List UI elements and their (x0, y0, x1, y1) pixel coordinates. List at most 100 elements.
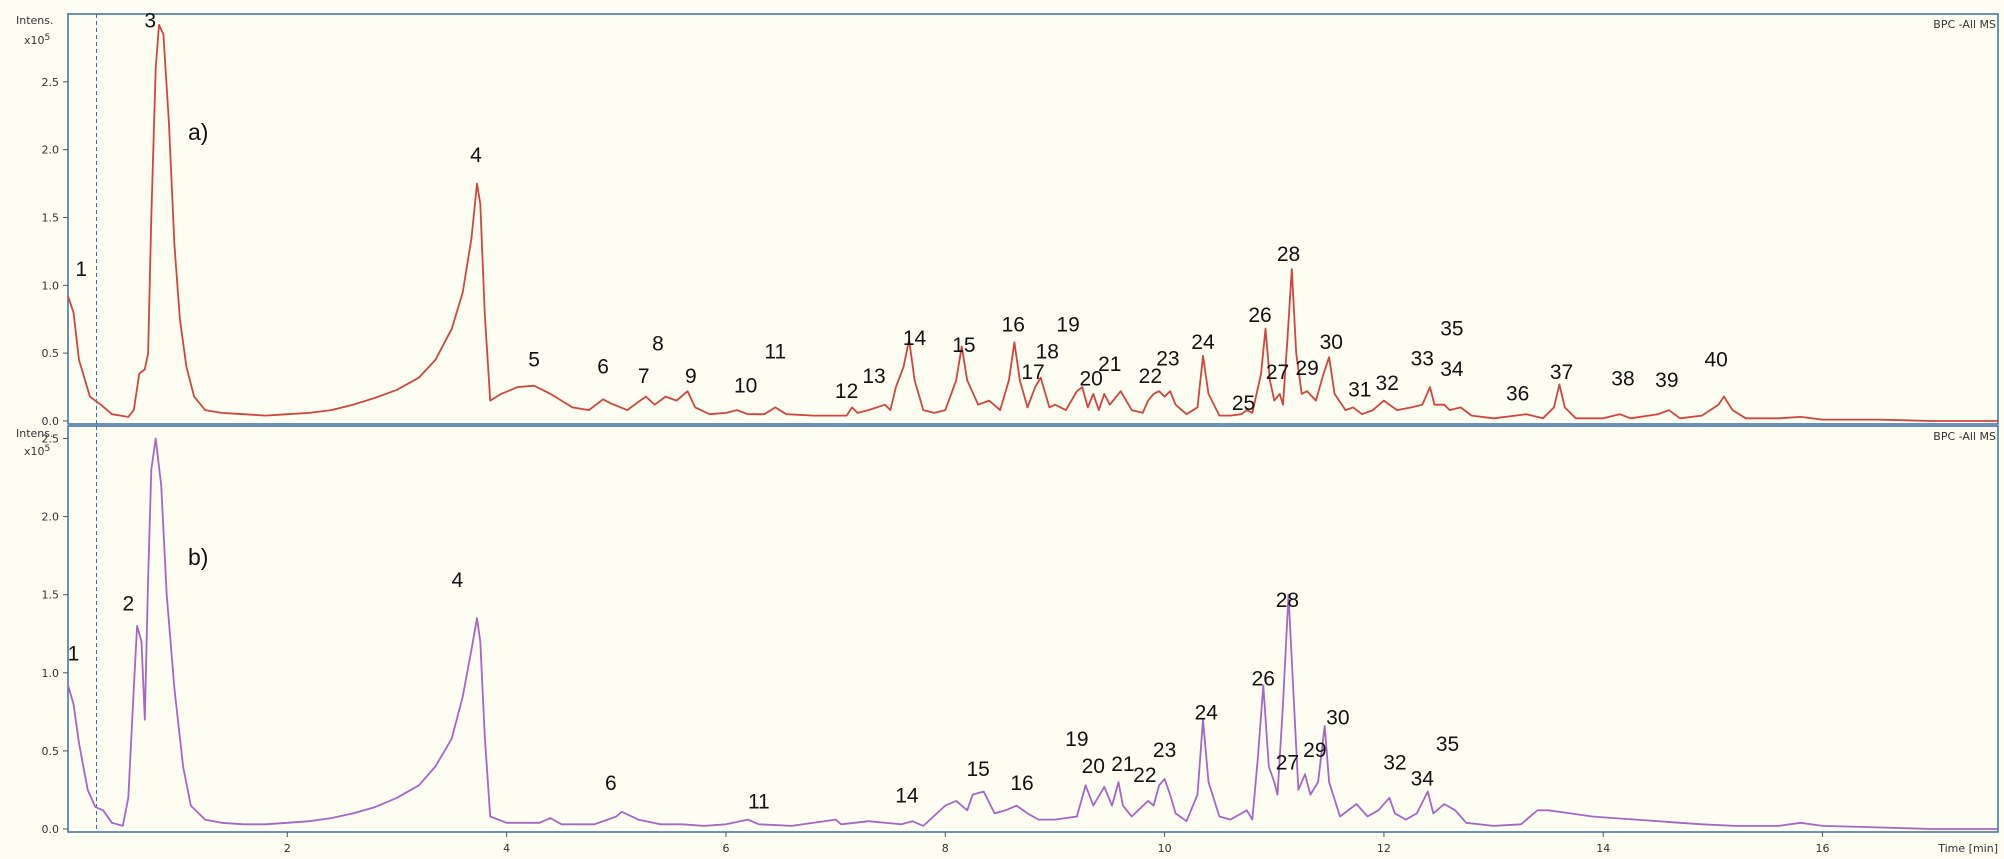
peak-label-11: 11 (748, 791, 770, 814)
peak-label-7: 7 (638, 365, 650, 388)
peak-label-19: 19 (1065, 728, 1088, 751)
peak-label-17: 17 (1021, 361, 1044, 384)
peak-label-15: 15 (966, 758, 989, 781)
peak-label-37: 37 (1550, 361, 1573, 384)
peak-label-11: 11 (764, 341, 786, 364)
peak-label-23: 23 (1153, 739, 1176, 762)
peak-label-4: 4 (451, 569, 463, 592)
panel-b-y-multiplier: x105 (24, 444, 50, 458)
peak-label-6: 6 (605, 772, 617, 795)
panel-b-xtick-label: 12 (1377, 842, 1391, 855)
peak-label-14: 14 (895, 784, 919, 807)
panel-a-y-multiplier-exp: 5 (45, 33, 51, 43)
peak-label-40: 40 (1704, 349, 1727, 372)
peak-label-32: 32 (1376, 372, 1399, 395)
peak-label-6: 6 (597, 356, 609, 379)
peak-label-2: 2 (122, 592, 134, 615)
peak-label-1: 1 (68, 642, 80, 665)
panel-a-ylabel: Intens. (16, 14, 54, 27)
panel-a-title: BPC -All MS (1933, 18, 1996, 31)
peak-label-30: 30 (1320, 331, 1343, 354)
peak-label-27: 27 (1276, 752, 1299, 775)
panel-b-xtick-label: 14 (1596, 842, 1610, 855)
peak-label-30: 30 (1326, 706, 1349, 729)
peak-label-31: 31 (1348, 379, 1371, 402)
peak-label-8: 8 (652, 332, 664, 355)
chart-panel-a: Intens. x105 BPC -All MS a) 0.00.51.01.5… (16, 10, 1999, 428)
peak-label-32: 32 (1383, 752, 1406, 775)
panel-b-ytick-label: 1.5 (42, 589, 60, 602)
panel-b-xtick-label: 8 (942, 842, 949, 855)
peak-label-4: 4 (470, 144, 482, 167)
panel-b-ytick-label: 2.5 (42, 432, 60, 445)
peak-label-35: 35 (1440, 318, 1463, 341)
panel-a-ytick-label: 2.0 (42, 144, 60, 157)
peak-label-38: 38 (1611, 368, 1634, 391)
peak-label-24: 24 (1191, 331, 1215, 354)
panel-b-xtick-label: 2 (284, 842, 291, 855)
panel-b-ylabel: Intens. (16, 427, 54, 440)
peak-label-26: 26 (1252, 667, 1275, 690)
panel-b-ytick-label: 1.0 (42, 667, 60, 680)
peak-label-25: 25 (1232, 392, 1255, 415)
panel-b-ytick-label: 0.5 (42, 745, 60, 758)
peak-label-23: 23 (1156, 347, 1179, 370)
peak-label-10: 10 (734, 375, 757, 398)
peak-label-20: 20 (1082, 755, 1105, 778)
peak-label-36: 36 (1506, 383, 1529, 406)
panel-a-ytick-label: 0.5 (42, 347, 60, 360)
panel-a-ytick-label: 2.5 (42, 76, 60, 89)
peak-label-33: 33 (1411, 347, 1434, 370)
peak-label-26: 26 (1248, 304, 1271, 327)
panel-b-ytick-label: 2.0 (42, 511, 60, 524)
peak-label-24: 24 (1195, 702, 1219, 725)
panel-b-y-multiplier-base: x10 (24, 445, 45, 458)
panel-b-ytick-label: 0.0 (42, 823, 60, 836)
peak-label-21: 21 (1111, 753, 1134, 776)
peak-label-27: 27 (1266, 361, 1289, 384)
peak-label-19: 19 (1056, 313, 1079, 336)
panel-b-frame (67, 425, 1999, 833)
panel-b-xtick-label: 10 (1158, 842, 1172, 855)
peak-label-34: 34 (1440, 358, 1464, 381)
panel-a-trace (67, 24, 1998, 422)
chart-panel-b: Intens. x105 BPC -All MS b) Time [min] 0… (16, 425, 1999, 855)
panel-a-y-multiplier-base: x10 (24, 34, 45, 47)
peak-label-5: 5 (528, 349, 540, 372)
peak-label-3: 3 (144, 10, 156, 33)
peak-label-16: 16 (1002, 313, 1025, 336)
panel-b-trace (67, 437, 1998, 830)
peak-label-29: 29 (1303, 739, 1326, 762)
peak-label-9: 9 (685, 365, 697, 388)
panel-a-label: a) (188, 119, 208, 145)
panel-b-xtick-label: 4 (503, 842, 510, 855)
peak-label-21: 21 (1098, 353, 1121, 376)
panel-b-xtick-label: 16 (1816, 842, 1830, 855)
peak-label-16: 16 (1010, 772, 1033, 795)
peak-label-15: 15 (952, 334, 975, 357)
peak-label-35: 35 (1436, 733, 1459, 756)
peak-label-20: 20 (1079, 368, 1102, 391)
x-axis-label: Time [min] (1937, 842, 1998, 855)
panel-b-title: BPC -All MS (1933, 430, 1996, 443)
peak-label-22: 22 (1133, 764, 1156, 787)
peak-label-1: 1 (75, 258, 87, 281)
peak-label-14: 14 (903, 327, 927, 350)
panel-a-y-multiplier: x105 (24, 33, 50, 47)
peak-label-34: 34 (1411, 767, 1435, 790)
peak-label-39: 39 (1655, 369, 1678, 392)
peak-label-18: 18 (1036, 341, 1059, 364)
panel-a-ytick-label: 1.5 (42, 212, 60, 225)
panel-b-xtick-label: 6 (722, 842, 729, 855)
peak-label-28: 28 (1277, 243, 1300, 266)
peak-label-13: 13 (862, 365, 885, 388)
peak-label-28: 28 (1276, 589, 1299, 612)
peak-label-29: 29 (1295, 357, 1318, 380)
panel-a-ytick-label: 0.0 (42, 415, 60, 428)
peak-label-22: 22 (1139, 365, 1162, 388)
panel-a-ytick-label: 1.0 (42, 279, 60, 292)
panel-b-label: b) (188, 544, 208, 570)
panel-b-y-multiplier-exp: 5 (45, 444, 51, 454)
